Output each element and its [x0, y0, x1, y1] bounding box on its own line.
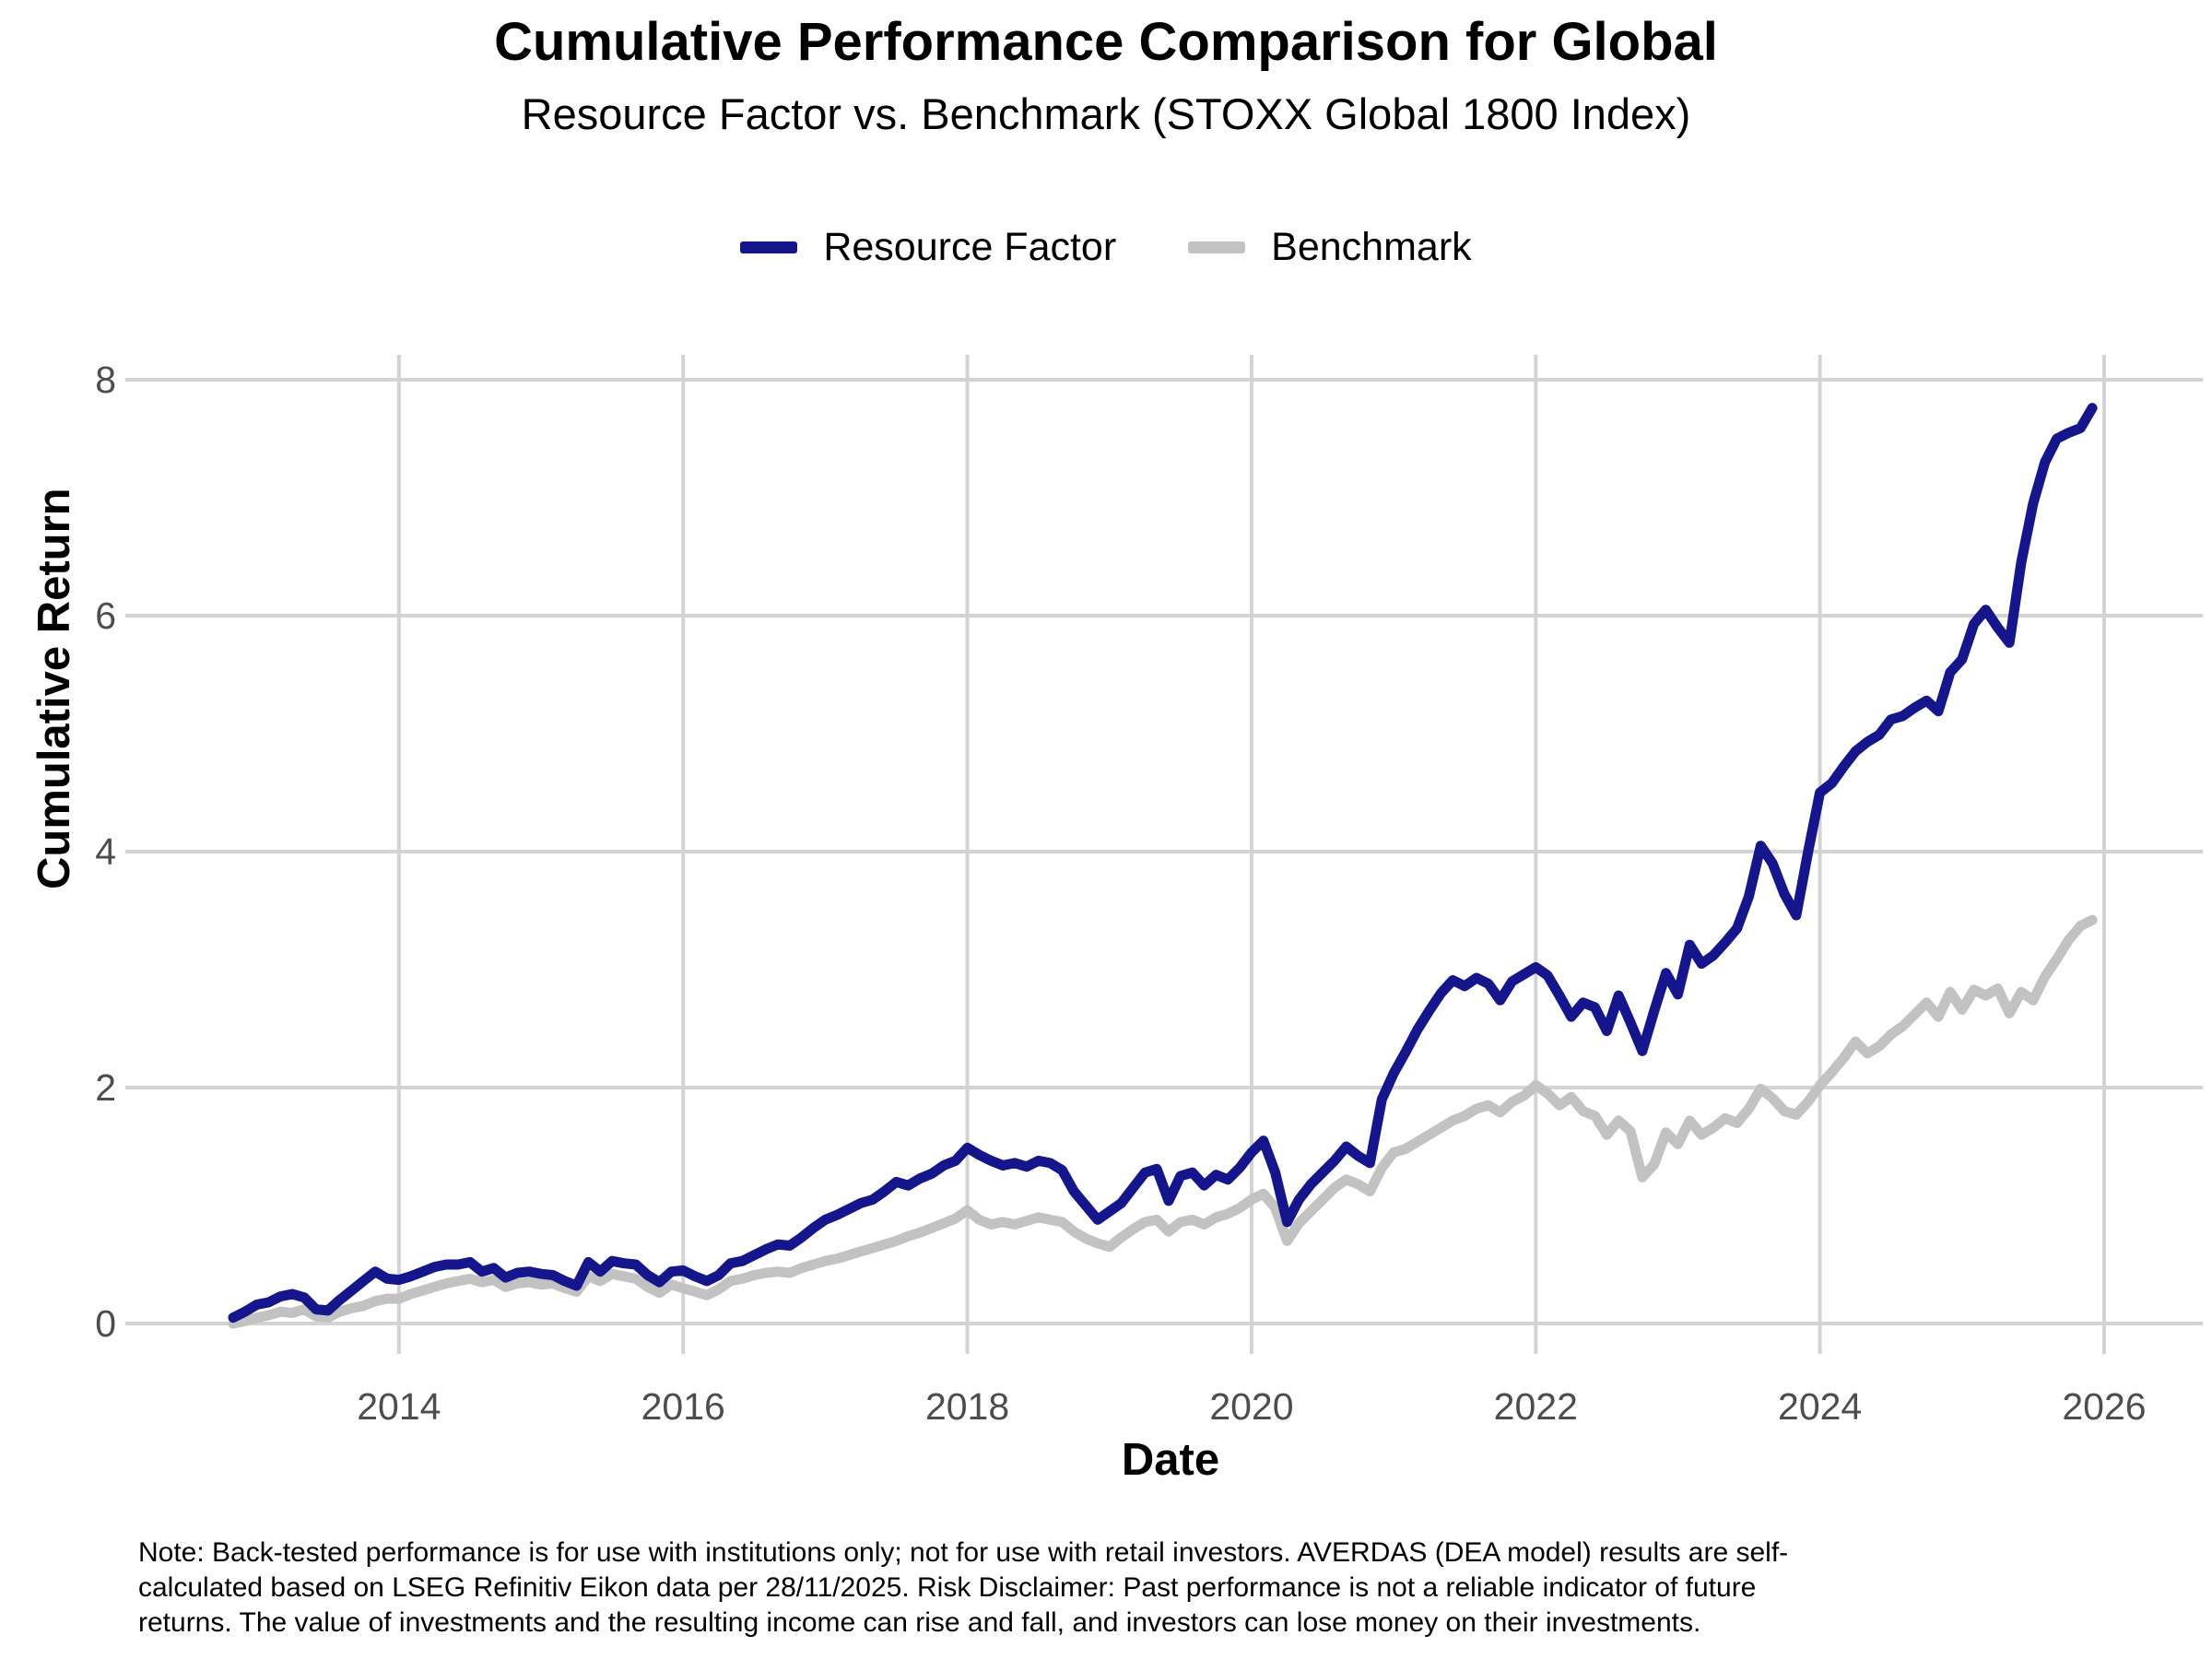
- x-tick-label: 2020: [1209, 1385, 1293, 1428]
- y-tick-label: 6: [95, 594, 116, 637]
- legend-label-benchmark: Benchmark: [1271, 225, 1472, 269]
- x-axis-label: Date: [1121, 1435, 1220, 1485]
- y-tick-label: 4: [95, 830, 116, 873]
- chart-legend: Resource Factor Benchmark: [0, 225, 2212, 270]
- y-tick-label: 0: [95, 1302, 116, 1345]
- disclaimer-note: Note: Back-tested performance is for use…: [138, 1537, 1789, 1638]
- legend-item-benchmark: Benchmark: [1188, 225, 1472, 270]
- x-tick-label: 2018: [925, 1385, 1009, 1428]
- x-tick-label: 2026: [2062, 1385, 2146, 1428]
- x-tick-label: 2014: [357, 1385, 441, 1428]
- chart-title: Cumulative Performance Comparison for Gl…: [494, 12, 1718, 72]
- x-tick-label: 2022: [1494, 1385, 1578, 1428]
- legend-item-resource-factor: Resource Factor: [740, 225, 1116, 270]
- benchmark-line: [228, 914, 2098, 1329]
- legend-swatch-resource-factor: [740, 241, 798, 253]
- x-tick-label: 2016: [641, 1385, 725, 1428]
- chart-subtitle: Resource Factor vs. Benchmark (STOXX Glo…: [521, 89, 1691, 138]
- y-tick-label: 8: [95, 359, 116, 401]
- resource-factor-line: [228, 403, 2098, 1324]
- legend-swatch-benchmark: [1188, 241, 1246, 253]
- x-tick-label: 2024: [1778, 1385, 1862, 1428]
- legend-label-resource-factor: Resource Factor: [823, 225, 1117, 269]
- y-tick-label: 2: [95, 1066, 116, 1109]
